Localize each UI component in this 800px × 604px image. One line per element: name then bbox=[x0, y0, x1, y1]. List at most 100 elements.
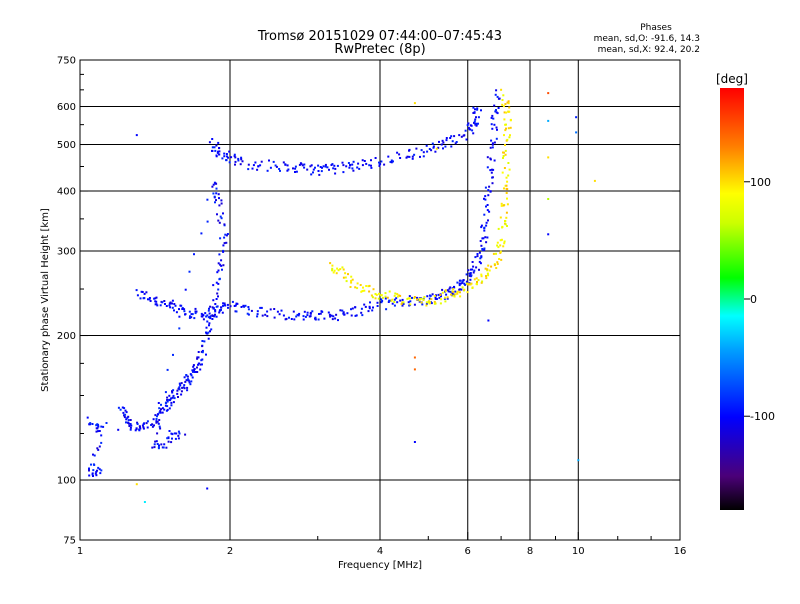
data-point bbox=[506, 225, 508, 227]
data-point bbox=[177, 434, 180, 437]
data-point bbox=[88, 423, 91, 426]
data-point bbox=[164, 303, 166, 305]
data-point bbox=[396, 295, 399, 298]
data-point bbox=[328, 168, 330, 171]
data-point bbox=[286, 164, 289, 167]
grid-lines bbox=[80, 60, 680, 540]
data-point bbox=[484, 236, 487, 239]
data-point bbox=[506, 203, 509, 206]
data-point bbox=[377, 297, 380, 300]
data-point bbox=[472, 132, 475, 135]
data-point bbox=[207, 309, 210, 312]
data-point bbox=[168, 430, 171, 432]
data-point bbox=[157, 402, 160, 404]
data-point bbox=[171, 391, 174, 394]
data-point bbox=[105, 422, 108, 424]
data-point bbox=[170, 404, 173, 407]
data-point bbox=[301, 164, 304, 167]
data-point bbox=[223, 302, 226, 305]
data-point bbox=[402, 301, 405, 304]
data-point bbox=[296, 313, 299, 316]
data-point bbox=[206, 487, 209, 490]
data-point bbox=[207, 331, 210, 334]
data-point bbox=[345, 165, 348, 168]
data-point bbox=[432, 146, 435, 149]
data-point bbox=[462, 279, 465, 282]
data-point bbox=[308, 315, 311, 318]
data-point bbox=[95, 427, 98, 430]
data-point bbox=[344, 276, 347, 279]
data-point bbox=[506, 138, 509, 141]
data-point bbox=[413, 303, 416, 306]
data-point bbox=[155, 303, 158, 306]
data-point bbox=[240, 156, 243, 159]
data-point bbox=[423, 296, 426, 298]
data-point bbox=[416, 296, 418, 299]
data-point bbox=[475, 266, 478, 269]
data-point bbox=[183, 310, 186, 313]
data-point bbox=[460, 135, 463, 138]
data-point bbox=[145, 291, 148, 294]
data-point bbox=[381, 300, 384, 302]
data-point bbox=[208, 307, 210, 310]
data-point bbox=[396, 293, 399, 296]
data-point bbox=[201, 351, 204, 354]
data-point bbox=[388, 290, 391, 293]
data-point bbox=[331, 163, 334, 166]
data-point bbox=[547, 233, 550, 236]
data-point bbox=[380, 298, 383, 301]
data-point bbox=[442, 147, 444, 150]
data-point bbox=[95, 430, 98, 433]
data-point bbox=[413, 296, 416, 298]
data-point bbox=[251, 167, 254, 170]
data-point bbox=[242, 304, 245, 307]
data-point bbox=[435, 298, 438, 300]
data-point bbox=[389, 299, 392, 302]
data-point bbox=[135, 427, 138, 430]
data-point bbox=[491, 127, 494, 130]
data-point bbox=[360, 311, 363, 314]
data-point bbox=[356, 166, 359, 169]
data-point bbox=[399, 157, 402, 159]
data-point bbox=[173, 432, 176, 435]
data-point bbox=[331, 264, 334, 267]
data-point bbox=[189, 383, 192, 386]
data-point bbox=[503, 134, 505, 137]
data-point bbox=[437, 293, 440, 296]
data-point bbox=[163, 408, 166, 411]
data-point bbox=[158, 419, 161, 421]
data-point bbox=[406, 297, 409, 300]
data-point bbox=[135, 134, 138, 137]
data-point bbox=[393, 304, 396, 307]
data-point bbox=[359, 284, 362, 286]
data-point bbox=[268, 159, 270, 162]
data-point bbox=[492, 252, 495, 255]
data-point bbox=[269, 308, 272, 311]
data-point bbox=[336, 164, 339, 167]
data-point bbox=[218, 277, 221, 280]
x-axis-label: Frequency [MHz] bbox=[338, 560, 422, 571]
data-point bbox=[458, 282, 461, 285]
colorbar-tick-label: 0 bbox=[750, 293, 757, 306]
data-point bbox=[214, 303, 217, 305]
data-point bbox=[159, 304, 162, 307]
data-point bbox=[98, 430, 101, 432]
data-point bbox=[168, 394, 171, 397]
data-point bbox=[485, 221, 488, 224]
data-point bbox=[208, 324, 210, 327]
data-point bbox=[205, 332, 208, 335]
data-point bbox=[219, 215, 222, 218]
data-point bbox=[350, 281, 353, 284]
data-point bbox=[171, 437, 173, 440]
data-point bbox=[97, 466, 100, 469]
data-point bbox=[154, 414, 157, 417]
data-point bbox=[472, 112, 475, 114]
data-point bbox=[420, 297, 423, 300]
data-point bbox=[191, 369, 194, 372]
data-point bbox=[261, 314, 264, 317]
data-point bbox=[292, 310, 295, 313]
data-point bbox=[220, 264, 223, 267]
data-point bbox=[294, 167, 297, 170]
data-point bbox=[428, 148, 431, 150]
data-point bbox=[217, 141, 220, 144]
